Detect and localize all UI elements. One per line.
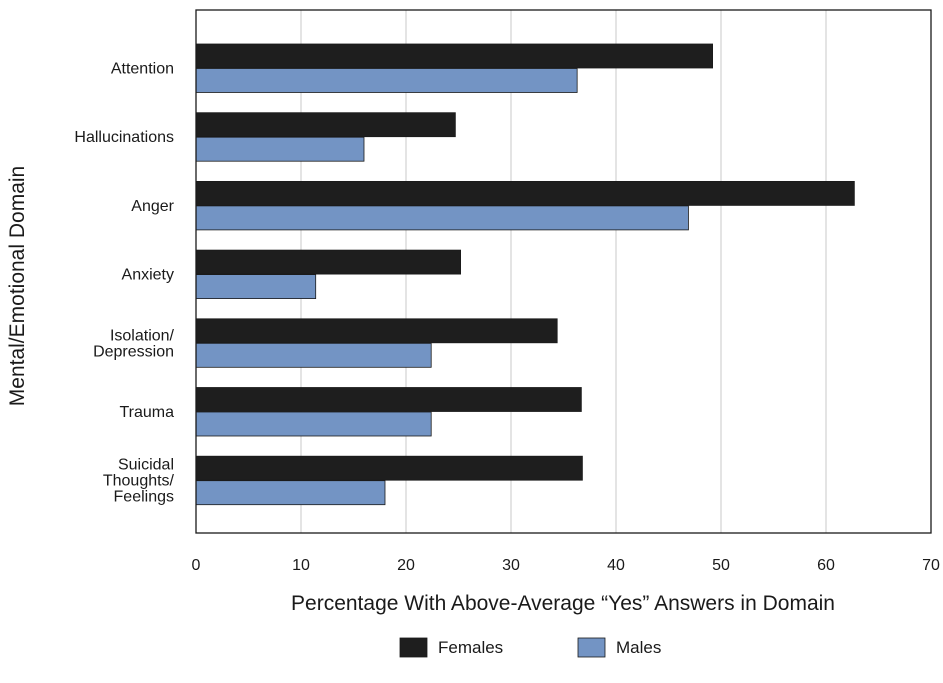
x-tick-label: 0 (192, 557, 201, 574)
gridlines (300, 10, 827, 533)
bar-females-4 (195, 318, 558, 344)
x-axis-title: Percentage With Above-Average “Yes” Answ… (291, 592, 835, 615)
x-tick-label: 40 (607, 557, 625, 574)
x-tick-label: 20 (397, 557, 415, 574)
bar-males-3 (195, 274, 317, 300)
bar-males-6 (195, 480, 386, 506)
y-axis-title: Mental/Emotional Domain (6, 166, 29, 406)
x-tick-labels: 0 10 20 30 40 50 60 70 (192, 557, 940, 574)
bar-males-4 (195, 342, 432, 368)
category-label: Suicidal (118, 457, 174, 474)
x-tick-label: 60 (817, 557, 835, 574)
category-label: Anxiety (122, 267, 174, 284)
bar-females-5 (195, 387, 582, 412)
x-tick-label: 30 (502, 557, 520, 574)
category-label: Thoughts/ (103, 473, 175, 490)
bar-males-0 (195, 68, 578, 93)
legend-swatch-males (577, 637, 606, 658)
category-label: Depression (93, 343, 174, 360)
bars (195, 43, 855, 506)
bar-females-6 (195, 455, 583, 481)
y-category-labels: Attention Hallucinations Anger Anxiety Isola… (74, 61, 174, 506)
legend-swatch-females (399, 637, 428, 658)
x-tick-label: 50 (712, 557, 730, 574)
legend: Females Males (399, 637, 661, 658)
bar-females-0 (195, 43, 713, 69)
category-label: Trauma (119, 404, 174, 421)
x-tick-label: 10 (292, 557, 310, 574)
bar-males-2 (195, 205, 689, 231)
category-label: Feelings (114, 489, 174, 506)
bar-females-2 (195, 180, 855, 206)
category-label: Attention (111, 61, 174, 78)
x-tick-label: 70 (922, 557, 940, 574)
category-label: Isolation/ (110, 327, 175, 344)
bar-males-5 (195, 411, 432, 437)
bar-females-1 (195, 112, 456, 138)
bar-males-1 (195, 136, 365, 162)
category-label: Anger (131, 198, 174, 215)
plot-frame (195, 9, 932, 534)
bar-females-3 (195, 249, 462, 275)
legend-label-females: Females (438, 638, 503, 657)
category-label: Hallucinations (74, 129, 174, 146)
legend-label-males: Males (616, 638, 661, 657)
